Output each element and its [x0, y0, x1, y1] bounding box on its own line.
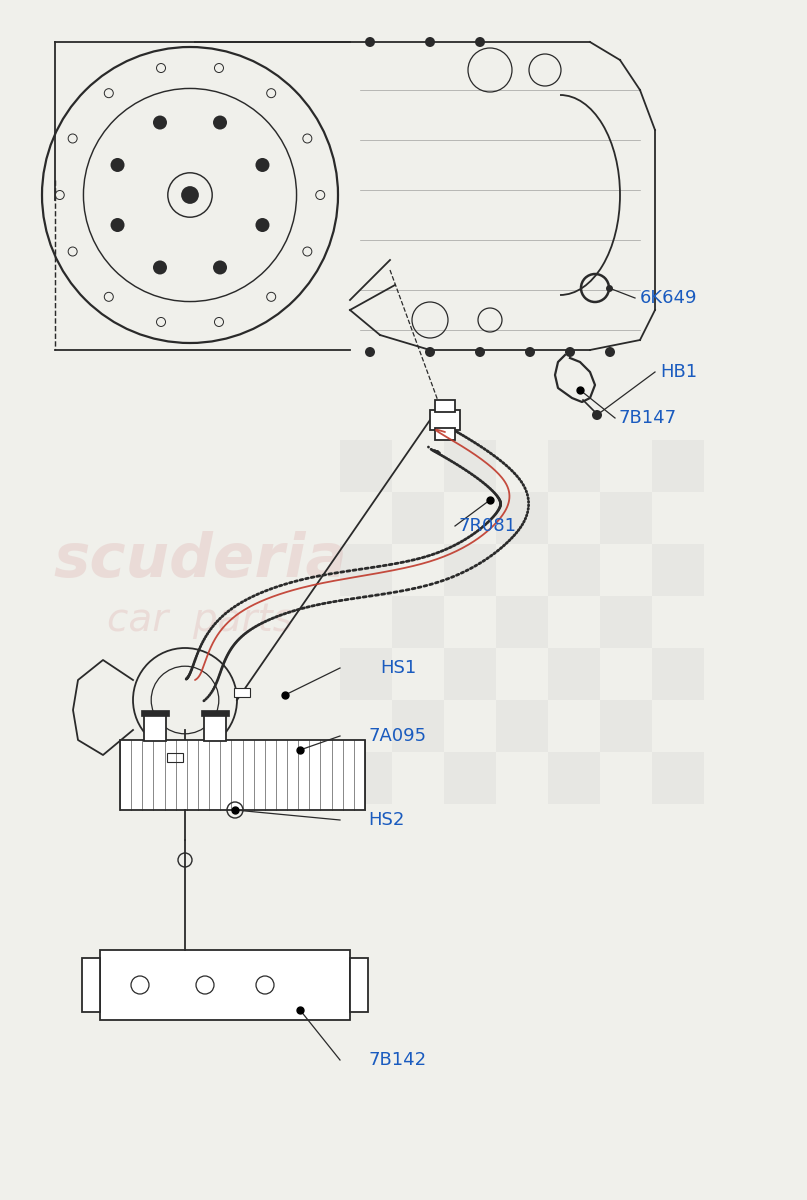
- Bar: [141, 710, 169, 716]
- Bar: [144, 715, 166, 740]
- Bar: [444, 700, 496, 752]
- Text: 7B142: 7B142: [368, 1051, 426, 1069]
- Circle shape: [111, 158, 124, 172]
- Bar: [548, 752, 600, 804]
- Text: HB1: HB1: [660, 362, 697, 382]
- Text: HS1: HS1: [380, 659, 416, 677]
- Bar: [548, 492, 600, 544]
- Bar: [204, 715, 226, 740]
- Bar: [392, 492, 444, 544]
- Circle shape: [181, 186, 199, 204]
- Bar: [340, 648, 392, 700]
- Bar: [340, 492, 392, 544]
- Bar: [340, 700, 392, 752]
- Bar: [496, 700, 548, 752]
- Bar: [548, 648, 600, 700]
- Circle shape: [111, 218, 124, 232]
- Circle shape: [256, 218, 270, 232]
- Text: 6K649: 6K649: [640, 289, 697, 307]
- Bar: [496, 440, 548, 492]
- Circle shape: [525, 347, 535, 358]
- Bar: [444, 648, 496, 700]
- Bar: [234, 688, 250, 697]
- Bar: [392, 700, 444, 752]
- Bar: [201, 710, 229, 716]
- Bar: [652, 596, 704, 648]
- Circle shape: [365, 37, 375, 47]
- Bar: [600, 648, 652, 700]
- Circle shape: [153, 115, 167, 130]
- Circle shape: [475, 347, 485, 358]
- Bar: [444, 544, 496, 596]
- Bar: [600, 492, 652, 544]
- Bar: [444, 440, 496, 492]
- Circle shape: [592, 410, 602, 420]
- Circle shape: [256, 158, 270, 172]
- Bar: [548, 440, 600, 492]
- Circle shape: [213, 260, 227, 275]
- Bar: [340, 752, 392, 804]
- Bar: [652, 752, 704, 804]
- Bar: [120, 740, 365, 810]
- Circle shape: [475, 37, 485, 47]
- Text: HS2: HS2: [368, 811, 404, 829]
- Circle shape: [605, 347, 615, 358]
- Bar: [392, 752, 444, 804]
- Bar: [350, 958, 368, 1012]
- Bar: [600, 544, 652, 596]
- Bar: [392, 648, 444, 700]
- Bar: [652, 544, 704, 596]
- Bar: [652, 440, 704, 492]
- Bar: [82, 958, 100, 1012]
- Text: car  parts: car parts: [107, 601, 293, 638]
- Bar: [652, 492, 704, 544]
- Bar: [548, 596, 600, 648]
- Circle shape: [213, 115, 227, 130]
- Bar: [548, 700, 600, 752]
- Text: 7R081: 7R081: [458, 517, 516, 535]
- Bar: [444, 596, 496, 648]
- Bar: [652, 648, 704, 700]
- Bar: [430, 410, 460, 430]
- Bar: [340, 596, 392, 648]
- Bar: [435, 428, 455, 440]
- Bar: [392, 440, 444, 492]
- Bar: [100, 950, 350, 1020]
- Text: 7B147: 7B147: [618, 409, 676, 427]
- Circle shape: [565, 347, 575, 358]
- Circle shape: [365, 347, 375, 358]
- Bar: [600, 752, 652, 804]
- Circle shape: [153, 260, 167, 275]
- Bar: [496, 596, 548, 648]
- Bar: [652, 700, 704, 752]
- Circle shape: [425, 37, 435, 47]
- Bar: [496, 752, 548, 804]
- Bar: [435, 400, 455, 412]
- Bar: [444, 752, 496, 804]
- Bar: [340, 544, 392, 596]
- Bar: [548, 544, 600, 596]
- Bar: [600, 700, 652, 752]
- Bar: [444, 492, 496, 544]
- Text: 7A095: 7A095: [368, 727, 426, 745]
- Bar: [392, 544, 444, 596]
- Bar: [600, 596, 652, 648]
- Bar: [167, 754, 183, 762]
- Bar: [496, 648, 548, 700]
- Circle shape: [425, 347, 435, 358]
- Bar: [340, 440, 392, 492]
- Bar: [496, 492, 548, 544]
- Bar: [600, 440, 652, 492]
- Text: scuderia: scuderia: [53, 530, 347, 589]
- Bar: [496, 544, 548, 596]
- Bar: [392, 596, 444, 648]
